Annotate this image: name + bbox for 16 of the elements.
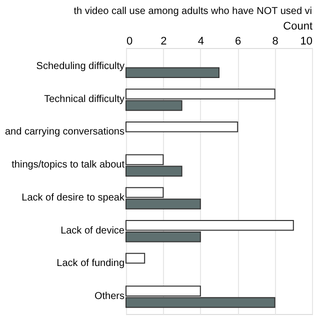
y-tick-label: Others bbox=[94, 290, 124, 302]
y-tick-label: Technical difficulty bbox=[44, 94, 124, 105]
x-tick-label: 2 bbox=[160, 36, 167, 48]
x-tick-label: 4 bbox=[198, 36, 204, 48]
y-tick-label: Lack of device bbox=[60, 225, 125, 236]
x-axis-title: Count bbox=[283, 20, 312, 32]
y-tick-label: Scheduling difficulty bbox=[36, 61, 124, 72]
y-tick-label: Lack of desire to speak bbox=[22, 192, 126, 204]
y-tick-label: Lack of funding bbox=[56, 258, 124, 270]
y-tick-label: and carrying conversations bbox=[4, 126, 124, 138]
x-tick-label: 6 bbox=[235, 36, 242, 48]
y-tick-label: things/topics to talk about bbox=[12, 160, 125, 171]
chart-title: th video call use among adults who have NOT used vi bbox=[74, 6, 312, 17]
x-tick-label: 8 bbox=[272, 36, 278, 48]
x-tick-label: 0 bbox=[126, 36, 133, 48]
x-tick-label: 10 bbox=[300, 36, 312, 48]
